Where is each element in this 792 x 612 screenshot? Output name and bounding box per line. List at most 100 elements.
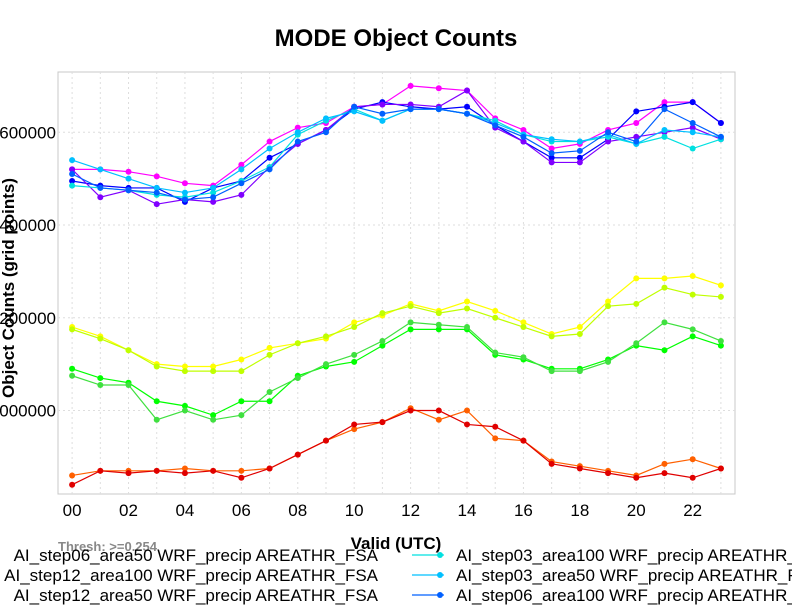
- data-point: [266, 138, 273, 145]
- x-tick-label: 14: [458, 501, 477, 520]
- data-point: [548, 136, 555, 143]
- data-point: [520, 133, 527, 140]
- data-point: [238, 368, 245, 375]
- data-point: [407, 407, 414, 414]
- data-point: [266, 145, 273, 152]
- data-point: [689, 273, 696, 280]
- x-tick-label: 22: [683, 501, 702, 520]
- data-point: [689, 129, 696, 136]
- data-point: [210, 412, 217, 419]
- data-point: [605, 358, 612, 365]
- x-tick-label: 02: [119, 501, 138, 520]
- data-point: [689, 326, 696, 333]
- legend-entry: AI_step12_area100 WRF_precip AREATHR_FSA: [4, 566, 379, 585]
- data-point: [181, 368, 188, 375]
- data-point: [210, 184, 217, 191]
- data-point: [69, 171, 76, 178]
- series-line: [71, 106, 722, 201]
- data-point: [322, 437, 329, 444]
- data-point: [689, 474, 696, 481]
- data-point: [520, 126, 527, 133]
- data-point: [153, 184, 160, 191]
- data-point: [520, 319, 527, 326]
- data-point: [153, 201, 160, 208]
- x-tick-label: 18: [570, 501, 589, 520]
- data-point: [97, 382, 104, 389]
- data-point: [689, 120, 696, 127]
- data-point: [492, 307, 499, 314]
- data-point: [210, 467, 217, 474]
- data-point: [351, 358, 358, 365]
- data-point: [181, 363, 188, 370]
- data-point: [492, 314, 499, 321]
- data-point: [351, 319, 358, 326]
- data-point: [633, 300, 640, 307]
- data-point: [492, 435, 499, 442]
- data-point: [633, 340, 640, 347]
- threshold-note: Thresh: >=0.254: [58, 539, 158, 554]
- data-point: [266, 154, 273, 161]
- data-point: [717, 342, 724, 349]
- data-point: [351, 108, 358, 115]
- x-tick-label: 10: [345, 501, 364, 520]
- legend-entry: AI_step12_area50 WRF_precip AREATHR_FSA: [14, 586, 379, 605]
- series-line: [71, 108, 721, 194]
- legend-label: AI_step12_area50 WRF_precip AREATHR_FSA: [14, 586, 379, 605]
- legend-label: AI_step06_area100 WRF_precip AREATHR_FSA: [456, 586, 792, 605]
- data-point: [661, 470, 668, 477]
- data-point: [689, 333, 696, 340]
- data-point: [548, 159, 555, 166]
- data-point: [435, 321, 442, 328]
- data-point: [717, 282, 724, 289]
- data-point: [238, 412, 245, 419]
- data-point: [210, 198, 217, 205]
- data-point: [435, 407, 442, 414]
- data-point: [153, 173, 160, 180]
- data-point: [97, 166, 104, 173]
- legend-entry: AI_step03_area50 WRF_precip AREATHR_FSA: [412, 566, 792, 585]
- data-point: [210, 368, 217, 375]
- y-axis-ticks: 1000000 200000 400000 1600000: [0, 123, 56, 420]
- data-point: [181, 196, 188, 203]
- data-point: [661, 126, 668, 133]
- data-point: [69, 157, 76, 164]
- data-point: [97, 194, 104, 201]
- data-point: [548, 150, 555, 157]
- data-point: [153, 467, 160, 474]
- data-point: [717, 293, 724, 300]
- data-point: [294, 124, 301, 131]
- y-tick-label: 1000000: [0, 402, 56, 421]
- data-point: [238, 356, 245, 363]
- data-point: [266, 344, 273, 351]
- data-point: [125, 347, 132, 354]
- data-point: [351, 351, 358, 358]
- data-point: [69, 472, 76, 479]
- chart-title: MODE Object Counts: [275, 25, 518, 52]
- data-point: [435, 416, 442, 423]
- series-line: [71, 286, 721, 372]
- legend-swatch-marker: [437, 572, 443, 578]
- data-point: [548, 368, 555, 375]
- legend-label: AI_step06_area50 WRF_precip AREATHR_FSA: [14, 546, 379, 565]
- data-point: [576, 159, 583, 166]
- data-point: [407, 326, 414, 333]
- data-point: [266, 166, 273, 173]
- data-point: [238, 180, 245, 187]
- data-point: [379, 117, 386, 124]
- data-point: [210, 189, 217, 196]
- data-point: [407, 319, 414, 326]
- data-point: [520, 138, 527, 145]
- series-group: [69, 82, 724, 488]
- data-point: [322, 115, 329, 122]
- data-point: [633, 474, 640, 481]
- data-point: [351, 421, 358, 428]
- data-point: [153, 416, 160, 423]
- data-point: [238, 166, 245, 173]
- data-point: [520, 437, 527, 444]
- data-point: [464, 298, 471, 305]
- data-point: [181, 407, 188, 414]
- data-point: [661, 99, 668, 106]
- data-point: [492, 349, 499, 356]
- data-point: [125, 187, 132, 194]
